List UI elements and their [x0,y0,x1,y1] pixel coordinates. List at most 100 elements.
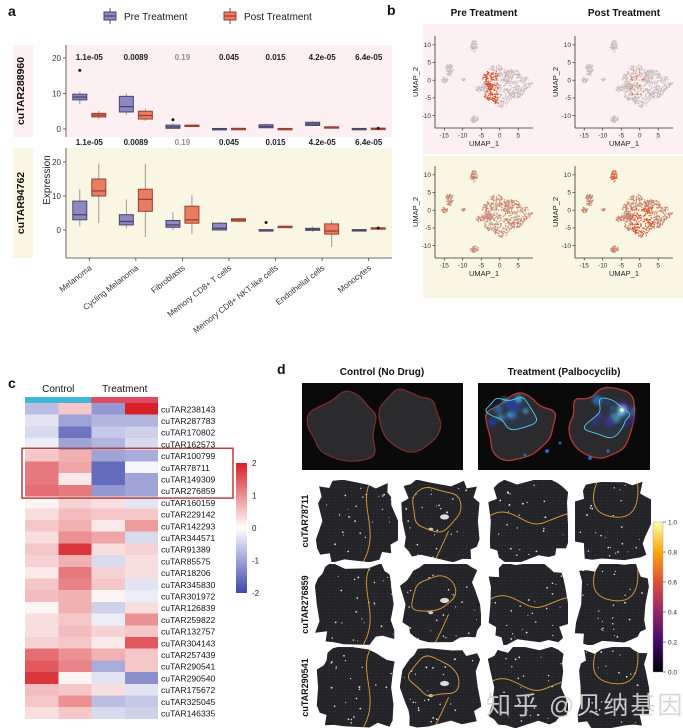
y-tick-label: 10 [564,42,572,49]
box-cuTAR94762-post [370,226,386,230]
box-cuTAR288960-pre [351,127,367,131]
colorbar-tick-label: 0.2 [668,640,677,647]
heatmap-row-label: cuTAR132757 [161,627,216,637]
box-cuTAR288960-post [231,127,246,131]
umap-plot: -15 -10 -5 0 5 -10 -5 0 5 10 UMAP_1 UMAP_2 [551,166,674,278]
x-tick-label: -10 [598,263,608,270]
y-tick-label: -10 [422,243,432,250]
spatial-patch [575,481,651,561]
y-tick-label: -10 [422,113,432,120]
y-tick-label: 5 [567,60,571,67]
x-tick-label: -5 [618,263,624,270]
legend: Pre Treatment Post Treatment [103,8,312,24]
heatmap-row-label: cuTAR276859 [161,486,216,496]
box-cuTAR288960-post [277,127,293,131]
umap-points [441,170,534,253]
heatmap-row-label: cuTAR301972 [161,592,216,602]
box-cuTAR94762-post [91,163,107,224]
p-value: 0.015 [266,138,287,147]
heatmap-row-label: cuTAR91389 [161,545,211,555]
x-category-label: Memory CD8+ NKT-like cells [192,263,280,335]
box-cuTAR94762-pre [351,229,367,232]
box-cuTAR288960-pre [118,93,134,115]
p-value: 0.045 [219,138,240,147]
heatmap-row-label: cuTAR142293 [161,521,216,531]
y-tick-label: 0 [427,77,431,84]
p-value: 0.19 [175,138,191,147]
panel-b-label: b [387,2,396,18]
x-tick-label: -15 [580,133,590,140]
spatial-patch [400,564,481,643]
x-tick-label: 0 [638,263,642,270]
y-tick-label: 0 [57,226,62,235]
panel-c-heatmap: Control Treatment cuTAR238143 cuTAR287783 cu… [21,384,260,719]
p-value: 6.4e-05 [355,53,383,62]
umap-plot: -15 -10 -5 0 5 -10 -5 0 5 10 UMAP_1 UMAP_2 [411,36,534,148]
y-axis-title: UMAP_2 [551,197,560,227]
box-cuTAR288960-post [184,124,200,127]
heatmap-row-label: cuTAR287783 [161,416,216,426]
spatial-patch [315,563,395,645]
spatial-row-label: cuTAR276859 [300,575,310,633]
x-category-label: Fibroblasts [150,263,187,295]
heatmap-col-group-treatment: Treatment [102,384,147,395]
y-tick-label: 10 [564,172,572,179]
panel-c-label: c [8,375,16,391]
y-tick-label: 5 [427,190,431,197]
spatial-patch [488,564,569,645]
spatial-patch [575,563,649,645]
umap-points [581,170,674,253]
box-cuTAR288960-post [370,126,386,131]
box-cuTAR94762-post [324,220,340,247]
heatmap-row-label: cuTAR290540 [161,673,216,683]
y-tick-label: 10 [424,42,432,49]
panel-d-spatial: Control (No Drug) Treatment (Palbocyclib)… [300,367,677,728]
y-tick-label: 10 [52,89,61,98]
heatmap-row-label: cuTAR290541 [161,662,216,672]
x-tick-label: -5 [478,263,484,270]
x-tick-label: 5 [656,263,660,270]
y-tick-label: 0 [427,207,431,214]
box-cuTAR94762-post [231,218,246,223]
y-tick-label: 20 [52,158,61,167]
x-axis-title: UMAP_1 [609,269,639,278]
spatial-patch [315,479,398,563]
control-tissue-image [302,383,463,470]
x-tick-label: 0 [638,133,642,140]
box-cuTAR288960-post [91,110,107,120]
p-value: 1.1e-05 [76,53,104,62]
colorbar-tick-label: 1 [252,491,257,500]
panel-a-boxplots: Pre Treatment Post Treatment 0 10 20 cuTAR288… [13,8,392,335]
heatmap-row-label: cuTAR170802 [161,428,216,438]
y-tick-label: 0 [57,125,62,134]
colorbar-tick-label: 0.6 [668,580,677,587]
box-cuTAR288960-pre [305,121,321,127]
box-cuTAR94762-pre [212,222,227,231]
heatmap-grid [25,403,158,719]
y-tick-label: 20 [52,54,61,63]
spatial-colorbar [652,521,664,673]
box-cuTAR94762-pre [165,212,181,230]
heatmap-row-label: cuTAR85575 [161,556,211,566]
box-cuTAR94762-post [137,163,153,237]
colorbar-tick-label: 0.4 [668,610,677,617]
heatmap-row-label: cuTAR78711 [161,463,210,473]
y-tick-label: -5 [425,95,431,102]
y-tick-label: 10 [52,192,61,201]
colorbar-tick-label: -1 [252,556,260,565]
watermark: 知乎 @贝纳基因 [486,692,683,720]
y-tick-label: -5 [425,225,431,232]
col-title-treatment: Treatment (Palbocyclib) [508,367,621,378]
panel-d-label: d [277,361,286,377]
spatial-row-label: cuTAR78711 [300,495,310,548]
heatmap-row-label: cuTAR149309 [161,475,216,485]
box-cuTAR94762-pre [118,199,134,229]
y-tick-label: -5 [565,95,571,102]
x-tick-label: -15 [580,263,590,270]
heatmap-colorbar [236,463,247,593]
y-tick-label: 0 [567,77,571,84]
box-cuTAR288960-pre [258,123,274,129]
spatial-patch [487,647,569,728]
spatial-patch [400,648,481,728]
facet-cuTAR288960: 0 10 20 cuTAR288960 1.1e-05 0.0089 0.19 0.045 0.… [13,45,392,137]
